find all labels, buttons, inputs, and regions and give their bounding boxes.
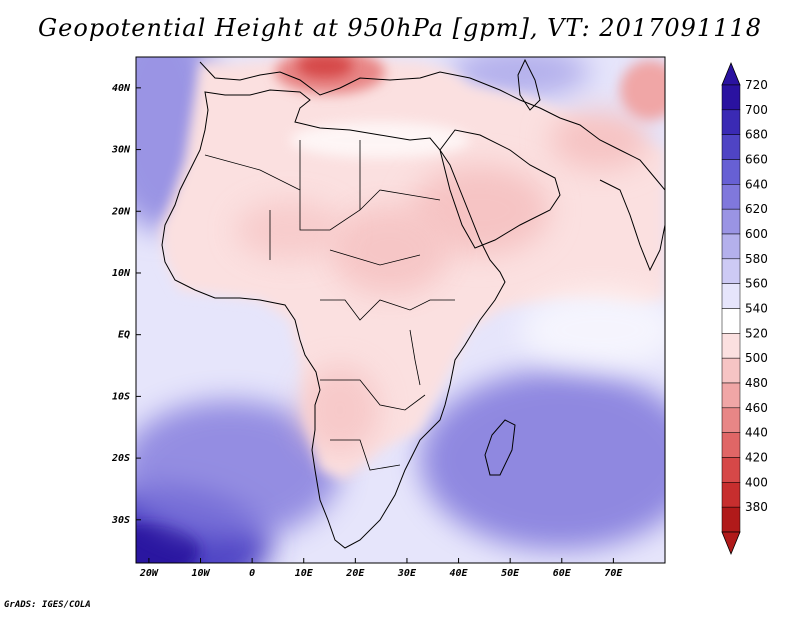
- colorbar-label: 520: [745, 326, 768, 340]
- colorbar-swatch: [721, 134, 741, 160]
- colorbar-label: 620: [745, 202, 768, 216]
- lat-label: 10N: [112, 268, 131, 279]
- plot-frame: [135, 56, 666, 564]
- border-sahara: [204, 154, 441, 231]
- colorbar-swatch: [721, 233, 741, 260]
- lat-label: 40N: [112, 83, 131, 94]
- height-field: [136, 57, 665, 563]
- coastlines: [161, 58, 665, 549]
- colorbar-bottom-arrow: [721, 531, 741, 556]
- colorbar-swatch: [721, 407, 741, 433]
- colorbar-swatch: [721, 258, 741, 284]
- africa-coast: [161, 89, 506, 549]
- red-central-asia: [620, 60, 665, 120]
- latitude-axis: 40N 30N 20N 10N EQ 10S 20S 30S: [111, 83, 141, 526]
- lat-label: 10S: [112, 391, 130, 402]
- red-balkans-core: [297, 57, 353, 78]
- colorbar-label: 500: [745, 351, 768, 365]
- footer-credit: GrADS: IGES/COLA: [4, 600, 91, 610]
- colorbar-swatch: [721, 482, 741, 508]
- lat-label: 30S: [111, 515, 130, 526]
- colorbar-swatch: [721, 159, 741, 185]
- colorbar-swatch: [721, 432, 741, 458]
- colorbar-label: 420: [745, 451, 768, 465]
- colorbar-label: 640: [745, 177, 768, 191]
- colorbar-swatch: [721, 333, 741, 359]
- red-sudan: [330, 205, 450, 295]
- colorbar-top-arrow: [721, 61, 741, 86]
- india-coast: [599, 179, 665, 272]
- white-north-africa: [290, 122, 470, 158]
- red-south-africa-interior: [300, 365, 380, 455]
- colorbar-label: 440: [745, 426, 768, 440]
- colorbar-swatch: [721, 357, 741, 384]
- colorbar-label: 480: [745, 376, 768, 390]
- blue-black-sea: [450, 57, 590, 98]
- lon-label: 40E: [450, 568, 469, 579]
- colorbar-swatch: [721, 308, 741, 334]
- colorbar-label: 700: [745, 103, 768, 117]
- lon-label: 0: [249, 568, 255, 579]
- lon-label: 10E: [295, 568, 314, 579]
- colorbar-swatch: [721, 382, 741, 409]
- lon-label: 10W: [191, 568, 210, 579]
- lat-label: 20S: [111, 453, 130, 464]
- longitude-axis: 20W 10W 0 10E 20E 30E 40E 50E 60E 70E: [139, 558, 623, 579]
- colorbar-swatch: [721, 506, 741, 533]
- colorbar-label: 540: [745, 302, 768, 316]
- white-arabian-sea: [520, 290, 665, 370]
- lat-label: 30N: [111, 145, 131, 156]
- lon-label: 50E: [501, 568, 520, 579]
- colorbar-swatch: [721, 457, 741, 483]
- colorbar-swatch: [721, 84, 741, 111]
- colorbar-label: 380: [745, 500, 768, 514]
- lon-label: 20E: [345, 568, 365, 579]
- colorbar-label: 580: [745, 252, 768, 266]
- colorbar-swatch: [721, 109, 741, 135]
- lon-label: 30E: [397, 568, 417, 579]
- colorbar-swatch: [721, 208, 741, 235]
- arabia-coast: [439, 129, 561, 249]
- lat-label: 20N: [111, 206, 131, 217]
- border-west-africa: [269, 140, 421, 266]
- colorbar-label: 660: [745, 153, 768, 167]
- colorbar-label: 720: [745, 78, 768, 92]
- colorbar-swatch: [721, 283, 741, 309]
- colorbar-swatch: [721, 184, 741, 210]
- red-sahel: [235, 200, 345, 260]
- colorbar-label: 600: [745, 227, 768, 241]
- border-great-lakes: [409, 329, 421, 386]
- lon-label: 70E: [604, 568, 623, 579]
- colorbar-label: 560: [745, 277, 768, 291]
- colorbar-label: 400: [745, 475, 768, 489]
- caspian-coast: [517, 58, 541, 111]
- colorbar: 720 700 680 660 640 620 600 580 560 540 520 500 480 4…: [721, 61, 768, 556]
- map-title: Geopotential Height at 950hPa [gpm], VT:…: [38, 14, 762, 42]
- europe-asia-coast: [199, 61, 665, 191]
- border-central-africa: [320, 299, 455, 321]
- madagascar-coast: [484, 419, 516, 476]
- blue-south-atlantic: [136, 400, 340, 540]
- colorbar-label: 680: [745, 128, 768, 142]
- lon-label: 60E: [553, 568, 572, 579]
- lat-label: EQ: [118, 330, 130, 341]
- colorbar-label: 460: [745, 401, 768, 415]
- lon-label: 20W: [139, 568, 159, 579]
- border-southern-africa: [320, 379, 426, 471]
- blue-indian-ocean: [420, 370, 665, 550]
